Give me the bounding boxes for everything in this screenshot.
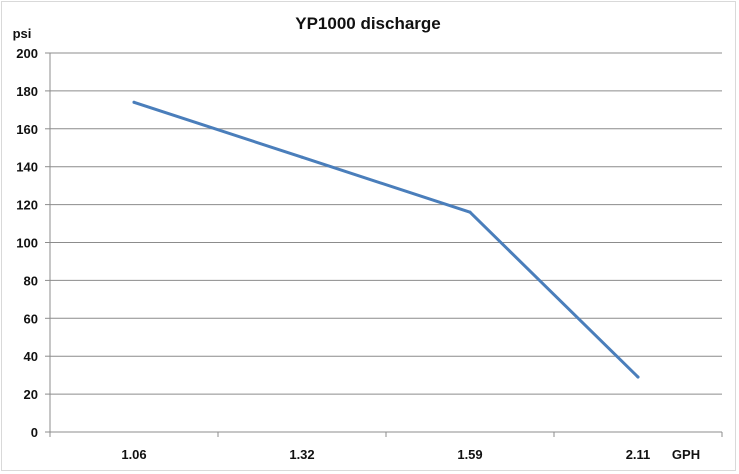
y-tick-label: 160 — [16, 122, 38, 137]
gridlines — [45, 52, 722, 433]
series-group — [132, 100, 640, 379]
y-tick-label: 0 — [31, 425, 38, 440]
y-tick-label: 40 — [24, 349, 38, 364]
y-tick-label: 120 — [16, 198, 38, 213]
y-tick-labels: 0 20 40 60 80 100 120 140 160 180 200 — [16, 46, 38, 440]
data-point — [636, 375, 640, 379]
y-tick-label: 200 — [16, 46, 38, 61]
y-tick-label: 20 — [24, 387, 38, 402]
axes — [49, 53, 723, 437]
y-tick-label: 60 — [24, 311, 38, 326]
data-point — [132, 100, 136, 104]
x-tick-label: 1.06 — [121, 447, 146, 462]
data-point — [468, 210, 472, 214]
x-axis-label: GPH — [672, 447, 700, 462]
y-tick-label: 100 — [16, 236, 38, 251]
data-point — [300, 155, 304, 159]
series-line-0 — [132, 100, 640, 379]
x-tick-labels: 1.06 1.32 1.59 2.11 — [121, 447, 650, 462]
x-tick-label: 2.11 — [626, 447, 651, 462]
x-tick-label: 1.59 — [457, 447, 482, 462]
y-tick-label: 180 — [16, 84, 38, 99]
x-tick-label: 1.32 — [289, 447, 314, 462]
y-axis-label: psi — [13, 26, 32, 41]
chart-title: YP1000 discharge — [295, 14, 441, 33]
y-tick-label: 140 — [16, 160, 38, 175]
y-tick-label: 80 — [24, 273, 38, 288]
